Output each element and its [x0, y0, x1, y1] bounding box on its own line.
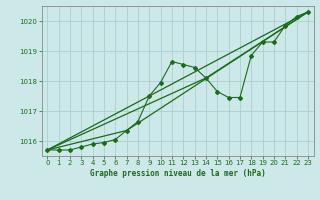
X-axis label: Graphe pression niveau de la mer (hPa): Graphe pression niveau de la mer (hPa)	[90, 169, 266, 178]
